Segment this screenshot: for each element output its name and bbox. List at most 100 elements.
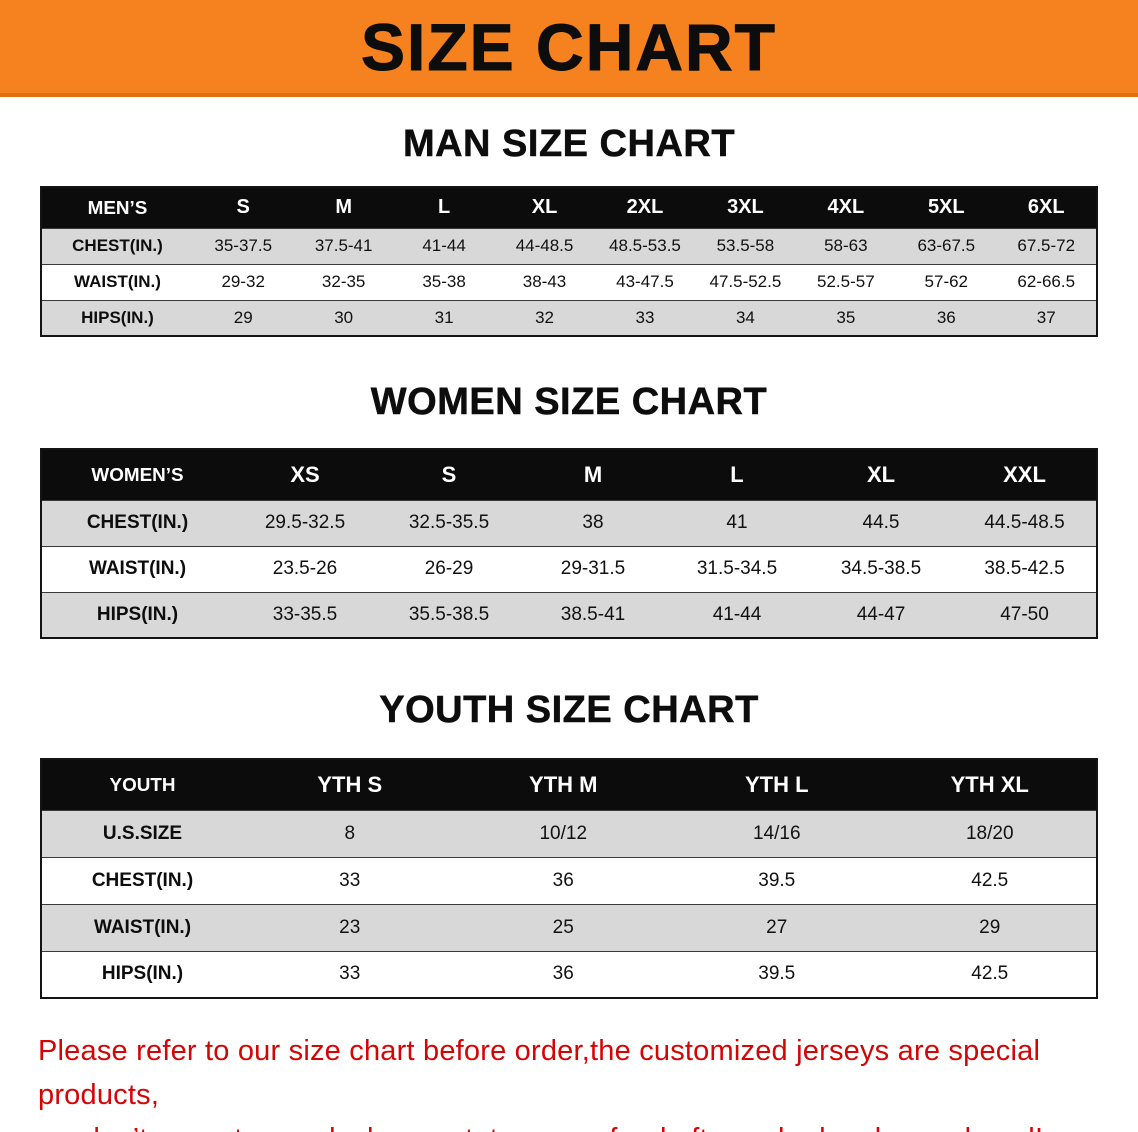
size-value: 31 xyxy=(393,299,495,337)
order-disclaimer: Please refer to our size chart before or… xyxy=(0,1029,1138,1132)
size-value: 14/16 xyxy=(670,809,884,858)
youth-size-table: YOUTH YTH S YTH M YTH L YTH XL U.S.SIZE 8 10/12… xyxy=(40,758,1098,999)
size-column-header: 5XL xyxy=(896,186,997,229)
size-value: 33 xyxy=(243,950,457,999)
size-value: 29-32 xyxy=(193,263,294,301)
size-value: 33 xyxy=(243,856,457,905)
size-column-header: 4XL xyxy=(795,186,897,229)
size-value: 67.5-72 xyxy=(996,227,1097,265)
table-corner-label: YOUTH xyxy=(41,758,243,811)
size-column-header: L xyxy=(665,448,809,501)
size-column-header: YTH XL xyxy=(883,758,1097,811)
size-value: 26-29 xyxy=(377,545,521,593)
size-value: 35-38 xyxy=(393,263,495,301)
measurement-label: HIPS(IN.) xyxy=(41,299,193,337)
size-column-header: M xyxy=(521,448,665,501)
size-value: 34 xyxy=(695,299,796,337)
size-value: 30 xyxy=(293,299,394,337)
measurement-row: WAIST(IN.) 29-32 32-35 35-38 38-43 43-47.5 47.… xyxy=(41,263,1097,301)
size-value: 53.5-58 xyxy=(695,227,796,265)
size-value: 36 xyxy=(896,299,997,337)
size-column-header: XXL xyxy=(953,448,1097,501)
size-value: 35 xyxy=(795,299,897,337)
size-column-header: M xyxy=(293,186,394,229)
size-column-header: YTH M xyxy=(456,758,670,811)
measurement-row: U.S.SIZE 8 10/12 14/16 18/20 xyxy=(41,809,1097,858)
size-value: 37.5-41 xyxy=(293,227,394,265)
size-value: 41 xyxy=(665,499,809,547)
men-section-title: MAN SIZE CHART xyxy=(402,123,736,166)
size-value: 41-44 xyxy=(393,227,495,265)
size-column-header: L xyxy=(393,186,495,229)
size-chart-banner: SIZE CHART xyxy=(0,0,1138,97)
measurement-row: WAIST(IN.) 23 25 27 29 xyxy=(41,903,1097,952)
size-column-header: XL xyxy=(494,186,595,229)
size-column-header: XS xyxy=(233,448,377,501)
youth-section-title: YOUTH SIZE CHART xyxy=(379,689,759,732)
measurement-label: CHEST(IN.) xyxy=(41,499,233,547)
size-value: 44-48.5 xyxy=(494,227,595,265)
size-header-row: WOMEN’S XS S M L XL XXL xyxy=(41,448,1097,501)
size-value: 29 xyxy=(193,299,294,337)
size-header-row: MEN’S S M L XL 2XL 3XL 4XL 5XL 6XL xyxy=(41,186,1097,229)
size-value: 36 xyxy=(456,856,670,905)
table-corner-label: MEN’S xyxy=(41,186,193,229)
size-value: 39.5 xyxy=(670,950,884,999)
size-value: 48.5-53.5 xyxy=(594,227,696,265)
men-size-table: MEN’S S M L XL 2XL 3XL 4XL 5XL 6XL CHEST(IN.) 35-37… xyxy=(40,186,1098,337)
measurement-label: U.S.SIZE xyxy=(41,809,243,858)
size-value: 29-31.5 xyxy=(521,545,665,593)
measurement-row: HIPS(IN.) 33-35.5 35.5-38.5 38.5-41 41-44 44-… xyxy=(41,591,1097,639)
size-value: 47.5-52.5 xyxy=(695,263,796,301)
measurement-label: CHEST(IN.) xyxy=(41,856,243,905)
size-value: 42.5 xyxy=(883,950,1097,999)
size-value: 23.5-26 xyxy=(233,545,377,593)
measurement-row: CHEST(IN.) 29.5-32.5 32.5-35.5 38 41 44.5 44.5… xyxy=(41,499,1097,547)
size-value: 32-35 xyxy=(293,263,394,301)
size-value: 38-43 xyxy=(494,263,595,301)
size-value: 43-47.5 xyxy=(594,263,696,301)
size-value: 57-62 xyxy=(896,263,997,301)
disclaimer-line-2: we don’t accept cancel, change, teturn o… xyxy=(38,1123,1043,1132)
measurement-label: HIPS(IN.) xyxy=(41,591,233,639)
size-value: 10/12 xyxy=(456,809,670,858)
measurement-row: HIPS(IN.) 29 30 31 32 33 34 35 36 37 xyxy=(41,299,1097,337)
size-value: 63-67.5 xyxy=(896,227,997,265)
size-column-header: 2XL xyxy=(594,186,696,229)
size-column-header: S xyxy=(377,448,521,501)
measurement-label: HIPS(IN.) xyxy=(41,950,243,999)
youth-size-section: YOUTH SIZE CHART YOUTH YTH S YTH M YTH L YTH… xyxy=(0,689,1138,999)
size-column-header: 3XL xyxy=(695,186,796,229)
size-value: 32 xyxy=(494,299,595,337)
women-size-section: WOMEN SIZE CHART WOMEN’S XS S M L XL XXL CHEST(… xyxy=(0,381,1138,639)
size-column-header: YTH S xyxy=(243,758,457,811)
size-value: 52.5-57 xyxy=(795,263,897,301)
measurement-row: CHEST(IN.) 33 36 39.5 42.5 xyxy=(41,856,1097,905)
size-value: 44-47 xyxy=(809,591,953,639)
measurement-label: WAIST(IN.) xyxy=(41,263,193,301)
disclaimer-line-1: Please refer to our size chart before or… xyxy=(38,1035,1041,1112)
women-size-table: WOMEN’S XS S M L XL XXL CHEST(IN.) 29.5-32.5 32.5… xyxy=(40,448,1098,639)
size-value: 44.5 xyxy=(809,499,953,547)
size-value: 38.5-42.5 xyxy=(953,545,1097,593)
size-column-header: S xyxy=(193,186,294,229)
men-size-section: MAN SIZE CHART MEN’S S M L XL 2XL 3XL 4XL 5XL 6XL… xyxy=(0,123,1138,337)
measurement-row: WAIST(IN.) 23.5-26 26-29 29-31.5 31.5-34.5 34… xyxy=(41,545,1097,593)
size-value: 47-50 xyxy=(953,591,1097,639)
size-value: 23 xyxy=(243,903,457,952)
size-value: 38 xyxy=(521,499,665,547)
size-value: 44.5-48.5 xyxy=(953,499,1097,547)
measurement-row: HIPS(IN.) 33 36 39.5 42.5 xyxy=(41,950,1097,999)
size-column-header: 6XL xyxy=(996,186,1097,229)
size-value: 25 xyxy=(456,903,670,952)
measurement-label: CHEST(IN.) xyxy=(41,227,193,265)
size-column-header: XL xyxy=(809,448,953,501)
size-value: 29 xyxy=(883,903,1097,952)
size-value: 31.5-34.5 xyxy=(665,545,809,593)
size-value: 42.5 xyxy=(883,856,1097,905)
size-column-header: YTH L xyxy=(670,758,884,811)
women-section-title: WOMEN SIZE CHART xyxy=(370,381,768,424)
table-corner-label: WOMEN’S xyxy=(41,448,233,501)
size-value: 18/20 xyxy=(883,809,1097,858)
size-value: 27 xyxy=(670,903,884,952)
